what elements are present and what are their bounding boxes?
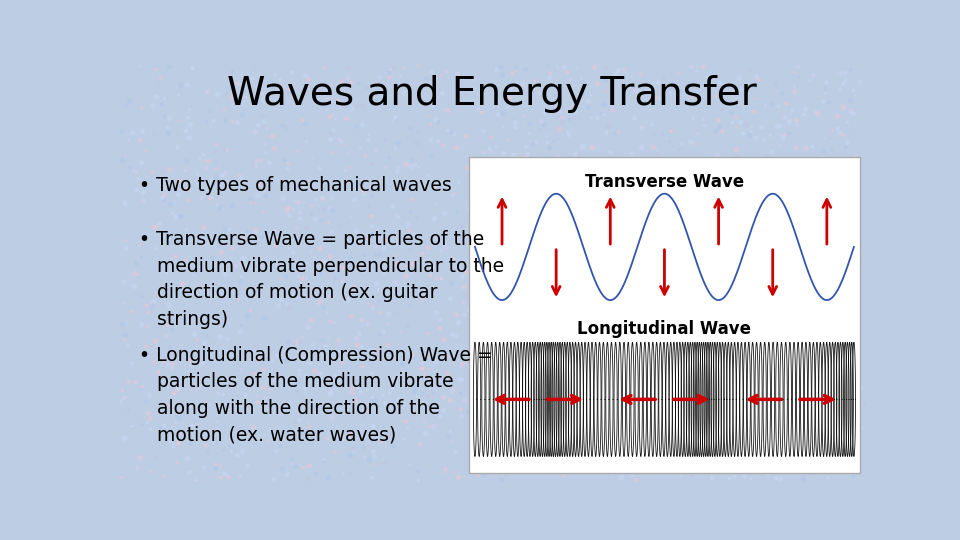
Text: Longitudinal Wave: Longitudinal Wave (577, 320, 752, 339)
Text: Transverse Wave: Transverse Wave (585, 173, 744, 191)
Text: • Transverse Wave = particles of the
   medium vibrate perpendicular to the
   d: • Transverse Wave = particles of the med… (139, 231, 505, 329)
Bar (468, 157, 860, 473)
Text: • Two types of mechanical waves: • Two types of mechanical waves (139, 177, 452, 195)
Text: Waves and Energy Transfer: Waves and Energy Transfer (228, 75, 756, 113)
Text: • Longitudinal (Compression) Wave =
   particles of the medium vibrate
   along : • Longitudinal (Compression) Wave = part… (139, 346, 493, 444)
